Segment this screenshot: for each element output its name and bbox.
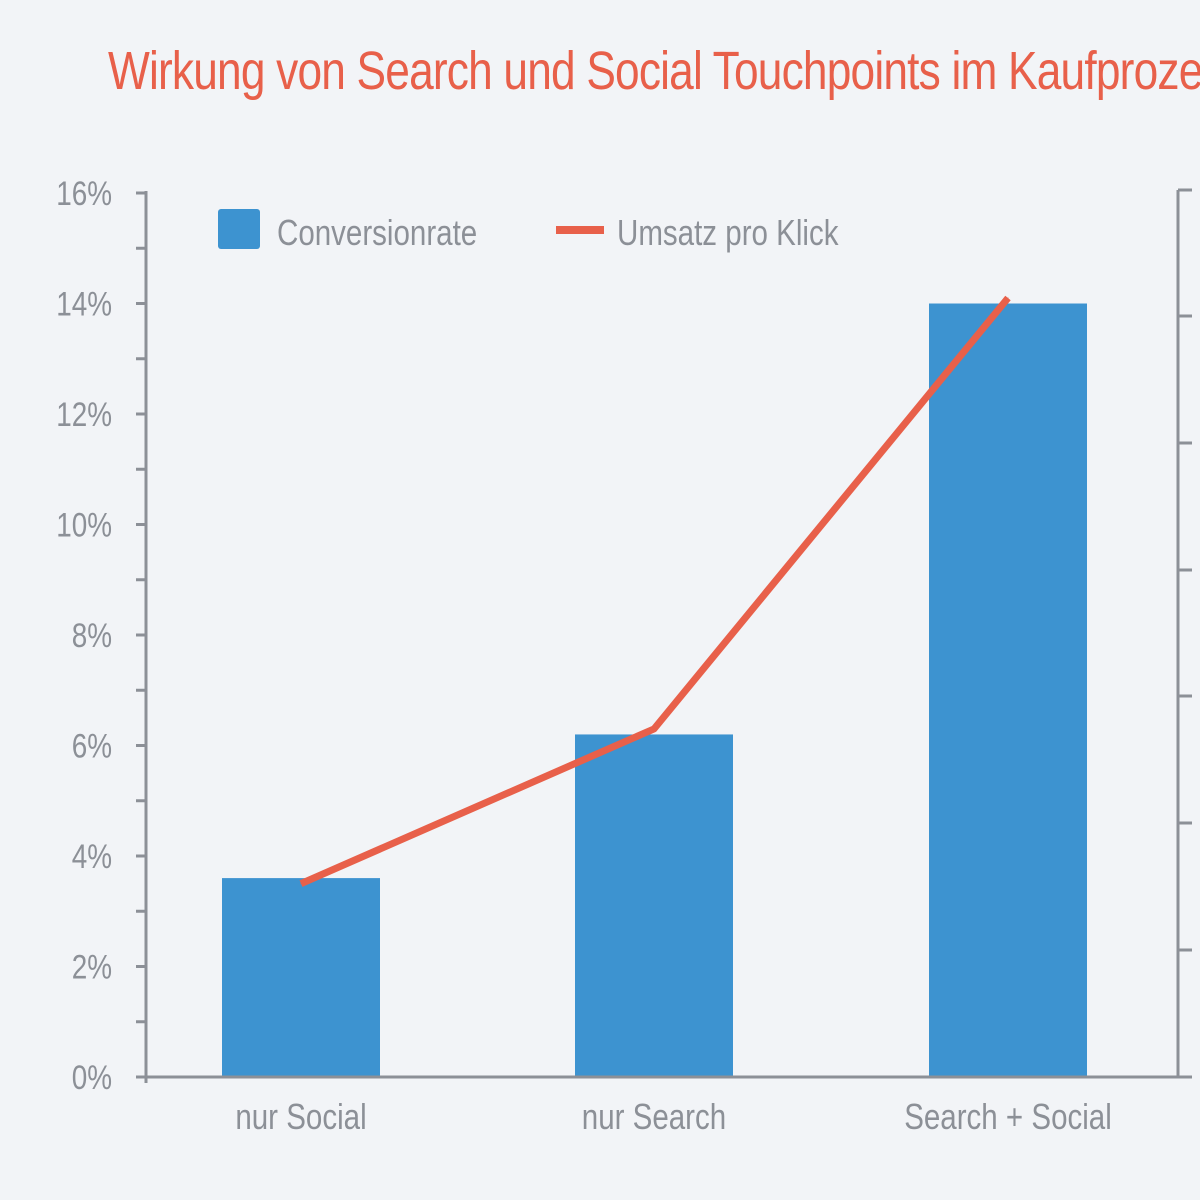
bar-1 xyxy=(222,878,380,1077)
line-point-1 xyxy=(300,883,302,885)
x-category-label: Search + Social xyxy=(904,1096,1112,1137)
x-category-label: nur Search xyxy=(582,1096,726,1137)
y-tick-label: 16% xyxy=(56,175,112,213)
y-tick-label: 10% xyxy=(56,507,112,545)
chart-title: Wirkung von Search und Social Touchpoint… xyxy=(108,41,1200,101)
bar-3 xyxy=(929,303,1087,1077)
x-category-label: nur Social xyxy=(235,1096,366,1137)
y-tick-label: 4% xyxy=(72,838,112,876)
y-tick-label: 2% xyxy=(72,949,112,987)
y-tick-label: 6% xyxy=(72,728,112,766)
line-point-3 xyxy=(1007,297,1009,299)
bars-group xyxy=(222,303,1087,1077)
line-point-2 xyxy=(653,728,655,730)
legend-label-umsatz: Umsatz pro Klick xyxy=(617,212,839,253)
y-tick-label: 12% xyxy=(56,396,112,434)
bar-2 xyxy=(575,734,733,1077)
y-tick-label: 14% xyxy=(56,286,112,324)
line-series-group xyxy=(299,295,1011,887)
legend-swatch-conversionrate xyxy=(218,209,260,249)
axes-group xyxy=(136,188,1192,1083)
legend-label-conversionrate: Conversionrate xyxy=(277,212,477,253)
tick-labels-group: 0% 2% 4% 6% 8% 10% 12% 14% 16% nur Social nur Sear… xyxy=(56,175,1112,1137)
y-tick-label: 0% xyxy=(72,1059,112,1097)
legend: Conversionrate Umsatz pro Klick xyxy=(218,209,839,253)
y-tick-label: 8% xyxy=(72,617,112,655)
